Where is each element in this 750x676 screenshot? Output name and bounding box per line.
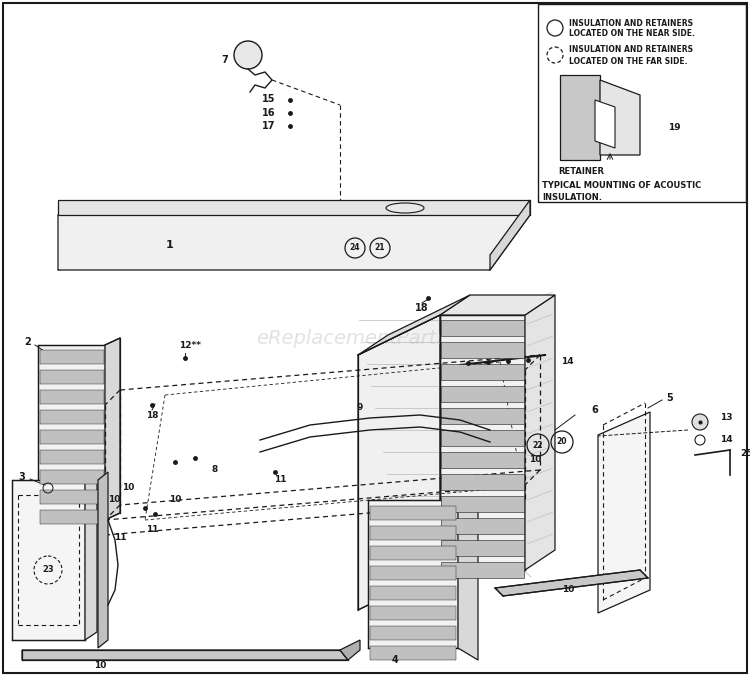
Polygon shape [40,350,104,364]
Text: 12**: 12** [179,341,201,349]
Text: 14: 14 [561,358,573,366]
Polygon shape [600,80,640,155]
Polygon shape [440,315,525,570]
Text: 18: 18 [146,412,158,420]
Text: TYPICAL MOUNTING OF ACOUSTIC: TYPICAL MOUNTING OF ACOUSTIC [542,181,701,191]
Polygon shape [370,646,456,660]
Text: LOCATED ON THE NEAR SIDE.: LOCATED ON THE NEAR SIDE. [569,30,694,39]
Text: 10: 10 [108,496,120,504]
Text: 24: 24 [350,243,360,253]
Polygon shape [58,215,530,270]
Text: INSULATION AND RETAINERS: INSULATION AND RETAINERS [569,45,693,55]
Polygon shape [12,480,85,640]
Text: 10: 10 [122,483,134,493]
Polygon shape [370,546,456,560]
Polygon shape [22,650,348,660]
Text: 4: 4 [392,655,398,665]
Polygon shape [40,390,104,404]
Polygon shape [441,474,524,490]
Text: 11: 11 [146,525,158,535]
Text: INSULATION AND RETAINERS: INSULATION AND RETAINERS [569,18,693,28]
Polygon shape [40,370,104,384]
Polygon shape [441,496,524,512]
Polygon shape [85,472,97,640]
Text: 5: 5 [667,393,674,403]
Text: 1: 1 [166,240,174,250]
Text: eReplacementParts.com: eReplacementParts.com [256,329,494,347]
Polygon shape [40,510,104,524]
Text: 22: 22 [532,441,543,450]
Polygon shape [370,586,456,600]
Text: LOCATED ON THE FAR SIDE.: LOCATED ON THE FAR SIDE. [569,57,688,66]
Text: 25: 25 [740,448,750,458]
Text: 10: 10 [169,496,182,504]
Polygon shape [40,490,104,504]
Text: 6: 6 [592,405,598,415]
Polygon shape [370,526,456,540]
Polygon shape [441,386,524,402]
Polygon shape [358,315,440,610]
Text: 2: 2 [25,337,32,347]
Polygon shape [595,100,615,148]
Text: 14: 14 [720,435,733,445]
Polygon shape [368,500,458,648]
Polygon shape [58,200,530,215]
Polygon shape [441,408,524,424]
Polygon shape [441,342,524,358]
Polygon shape [370,606,456,620]
Text: 8: 8 [211,466,218,475]
Text: 11: 11 [114,533,126,543]
Text: RETAINER: RETAINER [558,168,604,176]
Polygon shape [458,500,478,660]
Polygon shape [441,452,524,468]
Polygon shape [105,338,120,520]
Polygon shape [40,430,104,444]
Polygon shape [340,640,360,660]
Polygon shape [370,506,456,520]
Circle shape [234,41,262,69]
Polygon shape [560,75,600,160]
Text: 10: 10 [562,585,574,594]
Polygon shape [495,570,648,596]
Polygon shape [598,412,650,613]
Text: 16: 16 [262,108,275,118]
Polygon shape [441,364,524,380]
Text: 15: 15 [262,94,275,104]
Text: 20: 20 [620,168,630,176]
Bar [538,4,746,202]
Text: 10: 10 [94,660,106,669]
Circle shape [692,414,708,430]
Text: 11: 11 [274,475,286,485]
Polygon shape [98,472,108,648]
Text: 9: 9 [357,404,363,412]
Polygon shape [441,430,524,446]
Text: 3: 3 [18,472,25,482]
Text: 7: 7 [221,55,228,65]
Polygon shape [441,320,524,336]
Polygon shape [40,470,104,484]
Text: 13: 13 [720,414,733,422]
Polygon shape [441,540,524,556]
Polygon shape [370,626,456,640]
Polygon shape [441,518,524,534]
Polygon shape [358,295,470,355]
Text: INSULATION.: INSULATION. [542,193,602,201]
Text: 21: 21 [375,243,386,253]
Text: 17: 17 [262,121,275,131]
Text: 20: 20 [556,437,567,447]
Text: 10: 10 [529,456,542,464]
Polygon shape [490,200,530,270]
Text: 19: 19 [668,124,681,132]
Polygon shape [370,566,456,580]
Polygon shape [441,562,524,578]
Text: 21: 21 [640,168,650,176]
Polygon shape [38,345,105,520]
Text: 18: 18 [416,303,429,313]
Polygon shape [525,295,555,570]
Polygon shape [40,450,104,464]
Text: 23: 23 [42,566,54,575]
Ellipse shape [386,203,424,213]
Polygon shape [40,410,104,424]
Polygon shape [440,295,555,315]
